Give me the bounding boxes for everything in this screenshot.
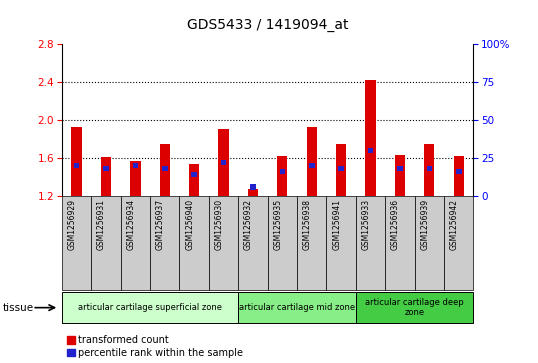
Text: GSM1256932: GSM1256932	[244, 199, 253, 250]
FancyBboxPatch shape	[385, 196, 415, 290]
FancyBboxPatch shape	[327, 196, 356, 290]
Bar	[365, 80, 376, 196]
Bar	[309, 163, 315, 168]
Bar	[338, 166, 344, 171]
Bar	[367, 148, 373, 153]
Text: GSM1256938: GSM1256938	[303, 199, 312, 250]
Bar	[101, 157, 111, 196]
Bar	[424, 144, 435, 196]
FancyBboxPatch shape	[150, 196, 180, 290]
Bar	[427, 166, 432, 171]
Bar	[103, 166, 109, 171]
Bar	[72, 127, 82, 196]
FancyBboxPatch shape	[356, 196, 385, 290]
FancyBboxPatch shape	[209, 196, 238, 290]
Text: GDS5433 / 1419094_at: GDS5433 / 1419094_at	[187, 18, 349, 32]
FancyBboxPatch shape	[444, 196, 473, 290]
Text: tissue: tissue	[3, 303, 34, 313]
Text: GSM1256939: GSM1256939	[420, 199, 429, 250]
Bar	[248, 189, 258, 196]
Bar	[130, 161, 140, 196]
FancyBboxPatch shape	[121, 196, 150, 290]
Bar	[397, 166, 403, 171]
Bar	[221, 160, 226, 165]
Text: GSM1256929: GSM1256929	[68, 199, 76, 250]
Text: GSM1256941: GSM1256941	[332, 199, 341, 250]
Bar	[454, 156, 464, 196]
Bar	[74, 163, 80, 168]
Bar	[218, 129, 229, 196]
FancyBboxPatch shape	[180, 196, 209, 290]
Bar	[250, 184, 256, 189]
Text: articular cartilage deep
zone: articular cartilage deep zone	[365, 298, 464, 317]
FancyBboxPatch shape	[415, 196, 444, 290]
Text: GSM1256936: GSM1256936	[391, 199, 400, 250]
Text: GSM1256935: GSM1256935	[273, 199, 282, 250]
FancyBboxPatch shape	[356, 292, 473, 323]
Bar	[132, 163, 138, 168]
Bar	[189, 164, 199, 196]
Bar	[307, 127, 317, 196]
FancyBboxPatch shape	[297, 196, 327, 290]
Text: GSM1256937: GSM1256937	[156, 199, 165, 250]
Bar	[162, 166, 168, 171]
Bar	[192, 172, 197, 178]
Legend: transformed count, percentile rank within the sample: transformed count, percentile rank withi…	[67, 335, 243, 358]
Bar	[395, 155, 405, 196]
FancyBboxPatch shape	[62, 292, 238, 323]
Text: GSM1256940: GSM1256940	[185, 199, 194, 250]
Text: GSM1256934: GSM1256934	[126, 199, 136, 250]
Bar	[456, 169, 462, 174]
Text: GSM1256931: GSM1256931	[97, 199, 106, 250]
Bar	[277, 156, 287, 196]
Text: GSM1256942: GSM1256942	[450, 199, 459, 250]
Text: GSM1256933: GSM1256933	[362, 199, 371, 250]
Bar	[280, 169, 285, 174]
Bar	[336, 144, 346, 196]
Text: articular cartilage superficial zone: articular cartilage superficial zone	[78, 303, 222, 312]
Text: GSM1256930: GSM1256930	[215, 199, 224, 250]
FancyBboxPatch shape	[62, 196, 91, 290]
Bar	[160, 144, 170, 196]
FancyBboxPatch shape	[238, 292, 356, 323]
FancyBboxPatch shape	[238, 196, 267, 290]
Text: articular cartilage mid zone: articular cartilage mid zone	[239, 303, 355, 312]
FancyBboxPatch shape	[267, 196, 297, 290]
FancyBboxPatch shape	[91, 196, 121, 290]
